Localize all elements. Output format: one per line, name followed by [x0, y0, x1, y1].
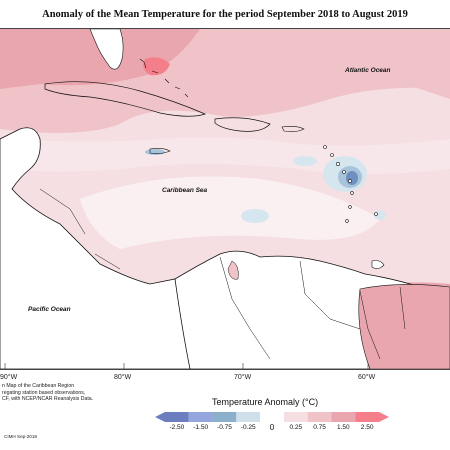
label-caribbean-sea: Caribbean Sea: [162, 187, 208, 194]
lon-tick-70w: 70°W: [234, 374, 252, 381]
coast-trinidad: [371, 260, 385, 269]
legend-title: Temperature Anomaly (°C): [212, 397, 319, 407]
legend-swatch: [188, 412, 213, 422]
legend-tick-label: -0.75: [217, 424, 232, 431]
legend-swatch: [212, 412, 237, 422]
coast-bahamas: [139, 58, 189, 98]
lon-tick-90w: 90°W: [0, 374, 18, 381]
negative-zone-jamaica: [145, 149, 165, 155]
legend-tick-label: 2.50: [360, 424, 374, 431]
negative-zone-north-islands: [293, 156, 317, 166]
anomaly-hotspot-bahamas: [143, 57, 170, 76]
legend-tick-label: 1.50: [337, 424, 350, 431]
legend-bar-svg: [155, 412, 389, 422]
land-guianas-anomaly: [358, 284, 450, 369]
anomaly-zone-central-pale: [80, 176, 380, 249]
negative-zone-south: [241, 209, 269, 223]
legend-colorbar: [155, 410, 389, 424]
coast-hispaniola: [214, 117, 271, 132]
legend-arrow-high: [379, 412, 389, 422]
country-borders: [39, 188, 406, 360]
credit-line: n Map of the Caribbean Region: [2, 383, 75, 389]
coast-lesser-antilles: [323, 145, 378, 223]
legend-tick-label: -1.50: [193, 424, 209, 431]
legend-tick-label: 0.75: [313, 424, 326, 431]
negative-zone-east-core: [346, 171, 358, 185]
lon-tick-80w: 80°W: [114, 374, 132, 381]
map-title: Anomaly of the Mean Temperature for the …: [42, 9, 408, 20]
land-florida: [89, 29, 124, 70]
legend-swatch: [331, 412, 356, 422]
anomaly-map: Atlantic Ocean Caribbean Sea Pacific Oce…: [0, 28, 450, 370]
label-pacific-ocean: Pacific Ocean: [28, 306, 71, 313]
legend-swatch: [307, 412, 332, 422]
coast-jamaica: [149, 148, 171, 154]
legend-swatch: [355, 412, 379, 422]
legend-tick-label: 0.25: [289, 424, 303, 431]
legend-swatch: [283, 412, 308, 422]
legend-tick-label: 0: [269, 423, 275, 432]
legend-swatch: [165, 412, 189, 422]
lake-maracaibo: [227, 260, 239, 280]
legend-tick-label: -2.50: [169, 424, 185, 431]
coast-cuba: [44, 81, 206, 117]
label-atlantic-ocean: Atlantic Ocean: [345, 67, 391, 74]
lon-tick-60w: 60°W: [358, 374, 376, 381]
meridian-ticks: [4, 363, 369, 369]
legend-tick-label: -0.25: [240, 424, 256, 431]
credit-line: CF, with NCEP/NCAR Reanalysis Data.: [2, 396, 94, 403]
credit-footer: CIMH Sep-2019: [4, 434, 37, 439]
coast-puerto-rico: [281, 126, 305, 132]
legend-arrow-low: [155, 412, 165, 422]
legend-swatch: [236, 412, 261, 422]
credit-line: regating station based observations,: [2, 389, 86, 396]
negative-zone-barbados: [374, 210, 386, 220]
anomaly-zone-northeast: [380, 44, 450, 99]
map-canvas: [0, 29, 450, 369]
legend-swatch: [260, 412, 284, 422]
data-credit: n Map of the Caribbean Region regating s…: [2, 383, 152, 403]
